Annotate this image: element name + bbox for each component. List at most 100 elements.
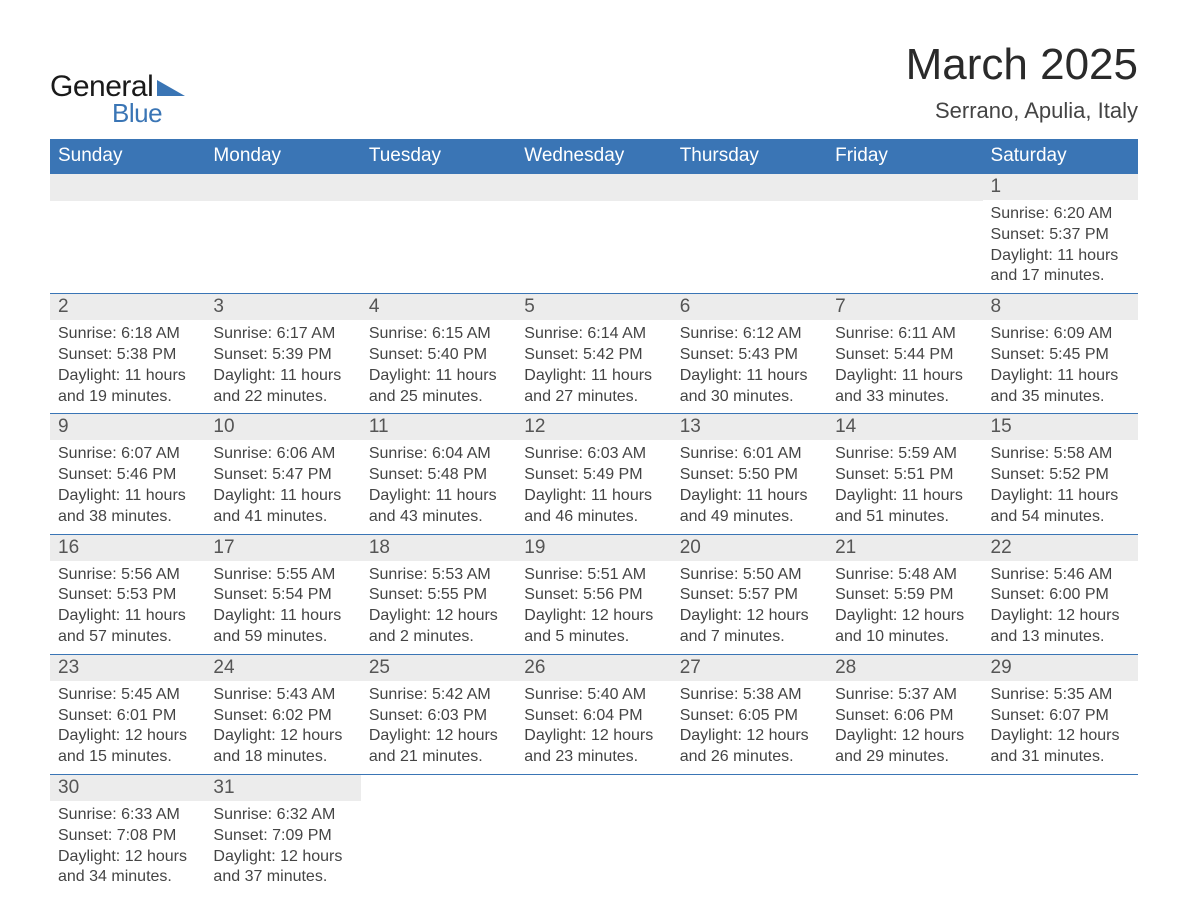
sunset-text: Sunset: 5:52 PM	[991, 465, 1130, 486]
empty-day-cell	[672, 174, 827, 294]
sunset-text: Sunset: 6:07 PM	[991, 706, 1130, 727]
sunrise-text: Sunrise: 5:51 AM	[524, 565, 663, 586]
location-subtitle: Serrano, Apulia, Italy	[906, 98, 1138, 124]
day-cell: 31Sunrise: 6:32 AMSunset: 7:09 PMDayligh…	[205, 774, 360, 894]
logo: General Blue	[50, 40, 185, 129]
sunset-text: Sunset: 5:37 PM	[991, 225, 1130, 246]
daylight-text: Daylight: 12 hours and 7 minutes.	[680, 606, 819, 648]
day-cell: 1Sunrise: 6:20 AMSunset: 5:37 PMDaylight…	[983, 174, 1138, 294]
daylight-text: Daylight: 11 hours and 59 minutes.	[213, 606, 352, 648]
calendar-week-row: 2Sunrise: 6:18 AMSunset: 5:38 PMDaylight…	[50, 294, 1138, 414]
day-number: 23	[50, 655, 205, 681]
day-cell: 27Sunrise: 5:38 AMSunset: 6:05 PMDayligh…	[672, 654, 827, 774]
title-block: March 2025 Serrano, Apulia, Italy	[906, 40, 1138, 124]
sunrise-text: Sunrise: 5:56 AM	[58, 565, 197, 586]
empty-day-cell	[983, 774, 1138, 894]
daylight-text: Daylight: 12 hours and 37 minutes.	[213, 847, 352, 889]
sunrise-text: Sunrise: 6:03 AM	[524, 444, 663, 465]
sunrise-text: Sunrise: 5:59 AM	[835, 444, 974, 465]
day-cell: 12Sunrise: 6:03 AMSunset: 5:49 PMDayligh…	[516, 414, 671, 534]
daylight-text: Daylight: 11 hours and 46 minutes.	[524, 486, 663, 528]
day-cell: 16Sunrise: 5:56 AMSunset: 5:53 PMDayligh…	[50, 534, 205, 654]
empty-day-cell	[516, 774, 671, 894]
sunset-text: Sunset: 5:46 PM	[58, 465, 197, 486]
day-details: Sunrise: 5:35 AMSunset: 6:07 PMDaylight:…	[983, 681, 1138, 774]
day-details: Sunrise: 6:03 AMSunset: 5:49 PMDaylight:…	[516, 440, 671, 533]
daylight-text: Daylight: 11 hours and 25 minutes.	[369, 366, 508, 408]
daylight-text: Daylight: 12 hours and 13 minutes.	[991, 606, 1130, 648]
day-details: Sunrise: 5:38 AMSunset: 6:05 PMDaylight:…	[672, 681, 827, 774]
day-of-week-header: Tuesday	[361, 139, 516, 174]
sunrise-text: Sunrise: 6:15 AM	[369, 324, 508, 345]
sunrise-text: Sunrise: 6:14 AM	[524, 324, 663, 345]
sunrise-text: Sunrise: 5:37 AM	[835, 685, 974, 706]
sunrise-text: Sunrise: 6:18 AM	[58, 324, 197, 345]
sunrise-text: Sunrise: 5:38 AM	[680, 685, 819, 706]
day-of-week-header-row: SundayMondayTuesdayWednesdayThursdayFrid…	[50, 139, 1138, 174]
day-cell: 13Sunrise: 6:01 AMSunset: 5:50 PMDayligh…	[672, 414, 827, 534]
daylight-text: Daylight: 12 hours and 2 minutes.	[369, 606, 508, 648]
day-number: 10	[205, 414, 360, 440]
day-details: Sunrise: 6:07 AMSunset: 5:46 PMDaylight:…	[50, 440, 205, 533]
sunrise-text: Sunrise: 6:17 AM	[213, 324, 352, 345]
day-number: 24	[205, 655, 360, 681]
daylight-text: Daylight: 12 hours and 26 minutes.	[680, 726, 819, 768]
day-number: 28	[827, 655, 982, 681]
day-number: 26	[516, 655, 671, 681]
daylight-text: Daylight: 11 hours and 57 minutes.	[58, 606, 197, 648]
sunrise-text: Sunrise: 5:58 AM	[991, 444, 1130, 465]
sunset-text: Sunset: 5:55 PM	[369, 585, 508, 606]
day-details: Sunrise: 5:58 AMSunset: 5:52 PMDaylight:…	[983, 440, 1138, 533]
sunset-text: Sunset: 6:00 PM	[991, 585, 1130, 606]
sunset-text: Sunset: 5:45 PM	[991, 345, 1130, 366]
day-number: 12	[516, 414, 671, 440]
calendar-week-row: 30Sunrise: 6:33 AMSunset: 7:08 PMDayligh…	[50, 774, 1138, 894]
daylight-text: Daylight: 11 hours and 22 minutes.	[213, 366, 352, 408]
day-number: 18	[361, 535, 516, 561]
empty-day-cell	[516, 174, 671, 294]
daylight-text: Daylight: 11 hours and 54 minutes.	[991, 486, 1130, 528]
day-cell: 8Sunrise: 6:09 AMSunset: 5:45 PMDaylight…	[983, 294, 1138, 414]
sunrise-text: Sunrise: 5:43 AM	[213, 685, 352, 706]
day-cell: 4Sunrise: 6:15 AMSunset: 5:40 PMDaylight…	[361, 294, 516, 414]
day-details: Sunrise: 5:40 AMSunset: 6:04 PMDaylight:…	[516, 681, 671, 774]
daylight-text: Daylight: 12 hours and 23 minutes.	[524, 726, 663, 768]
day-of-week-header: Monday	[205, 139, 360, 174]
day-number: 2	[50, 294, 205, 320]
sunset-text: Sunset: 5:48 PM	[369, 465, 508, 486]
day-details: Sunrise: 6:17 AMSunset: 5:39 PMDaylight:…	[205, 320, 360, 413]
empty-day-header	[827, 174, 982, 201]
day-number: 22	[983, 535, 1138, 561]
day-number: 15	[983, 414, 1138, 440]
day-details: Sunrise: 5:48 AMSunset: 5:59 PMDaylight:…	[827, 561, 982, 654]
sunset-text: Sunset: 5:38 PM	[58, 345, 197, 366]
sunset-text: Sunset: 6:02 PM	[213, 706, 352, 727]
day-number: 30	[50, 775, 205, 801]
sunset-text: Sunset: 5:56 PM	[524, 585, 663, 606]
day-number: 16	[50, 535, 205, 561]
day-cell: 20Sunrise: 5:50 AMSunset: 5:57 PMDayligh…	[672, 534, 827, 654]
sunset-text: Sunset: 7:09 PM	[213, 826, 352, 847]
sunrise-text: Sunrise: 6:07 AM	[58, 444, 197, 465]
day-cell: 2 Sunrise: 6:18 AMSunset: 5:38 PMDaylight…	[50, 294, 205, 414]
day-of-week-header: Friday	[827, 139, 982, 174]
day-number: 29	[983, 655, 1138, 681]
sunrise-text: Sunrise: 6:11 AM	[835, 324, 974, 345]
logo-triangle-icon	[157, 76, 185, 96]
daylight-text: Daylight: 12 hours and 31 minutes.	[991, 726, 1130, 768]
day-details: Sunrise: 5:53 AMSunset: 5:55 PMDaylight:…	[361, 561, 516, 654]
day-cell: 28Sunrise: 5:37 AMSunset: 6:06 PMDayligh…	[827, 654, 982, 774]
day-cell: 11Sunrise: 6:04 AMSunset: 5:48 PMDayligh…	[361, 414, 516, 534]
day-cell: 26Sunrise: 5:40 AMSunset: 6:04 PMDayligh…	[516, 654, 671, 774]
day-number: 13	[672, 414, 827, 440]
day-number: 11	[361, 414, 516, 440]
month-title: March 2025	[906, 40, 1138, 90]
sunrise-text: Sunrise: 5:46 AM	[991, 565, 1130, 586]
day-details: Sunrise: 5:55 AMSunset: 5:54 PMDaylight:…	[205, 561, 360, 654]
empty-day-cell	[827, 174, 982, 294]
logo-text-blue: Blue	[112, 98, 162, 129]
daylight-text: Daylight: 11 hours and 19 minutes.	[58, 366, 197, 408]
calendar-week-row: 1Sunrise: 6:20 AMSunset: 5:37 PMDaylight…	[50, 174, 1138, 294]
daylight-text: Daylight: 11 hours and 35 minutes.	[991, 366, 1130, 408]
sunset-text: Sunset: 6:03 PM	[369, 706, 508, 727]
